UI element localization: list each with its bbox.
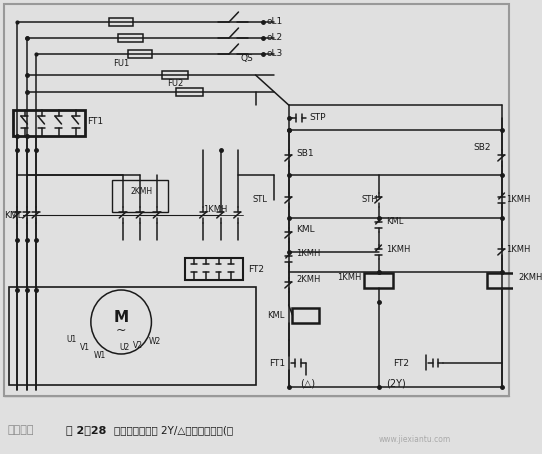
Text: (△): (△) bbox=[300, 378, 315, 388]
Text: 1KMH: 1KMH bbox=[296, 250, 321, 258]
Bar bbox=[4, 4, 509, 396]
Text: 三相电动机双速 2Y/△接法调速电路(三: 三相电动机双速 2Y/△接法调速电路(三 bbox=[114, 425, 233, 435]
Text: 1KMH: 1KMH bbox=[506, 196, 531, 204]
Text: STP: STP bbox=[309, 114, 326, 123]
Text: FT1: FT1 bbox=[87, 118, 103, 127]
Bar bbox=[109, 18, 133, 26]
Text: FT2: FT2 bbox=[393, 359, 409, 367]
Text: FU1: FU1 bbox=[113, 59, 130, 68]
Text: 2KMH: 2KMH bbox=[296, 276, 321, 285]
Text: oL1: oL1 bbox=[267, 18, 283, 26]
Text: KML: KML bbox=[4, 211, 22, 219]
Text: (2Y): (2Y) bbox=[386, 378, 406, 388]
Bar bbox=[118, 34, 143, 42]
Bar bbox=[293, 308, 319, 323]
Text: ~: ~ bbox=[116, 324, 126, 336]
Text: oL3: oL3 bbox=[267, 49, 283, 59]
Text: 1KMH: 1KMH bbox=[203, 206, 228, 214]
Text: KML: KML bbox=[296, 226, 315, 235]
Text: W1: W1 bbox=[94, 350, 106, 360]
Bar bbox=[364, 273, 393, 288]
Bar bbox=[13, 110, 85, 136]
Text: KML: KML bbox=[386, 217, 404, 227]
Text: STH: STH bbox=[362, 196, 378, 204]
Text: FT1: FT1 bbox=[269, 359, 285, 367]
Text: STL: STL bbox=[252, 196, 267, 204]
Bar bbox=[128, 50, 152, 58]
Text: 1KMH: 1KMH bbox=[337, 273, 362, 282]
Bar bbox=[9, 287, 255, 385]
Text: V2: V2 bbox=[133, 341, 143, 350]
Bar bbox=[185, 258, 243, 280]
Text: W2: W2 bbox=[149, 337, 162, 346]
Text: FU2: FU2 bbox=[167, 79, 183, 88]
Text: 2KMH: 2KMH bbox=[519, 273, 542, 282]
Bar bbox=[112, 180, 169, 212]
Text: QS: QS bbox=[241, 54, 253, 63]
Text: 图 2－28: 图 2－28 bbox=[66, 425, 107, 435]
Text: 2KMH: 2KMH bbox=[131, 187, 153, 196]
Text: M: M bbox=[114, 311, 128, 326]
Text: FT2: FT2 bbox=[248, 265, 264, 273]
Text: oL2: oL2 bbox=[267, 34, 283, 43]
Text: SB2: SB2 bbox=[473, 143, 491, 153]
Text: V1: V1 bbox=[80, 344, 90, 352]
Text: www.jiexiantu.com: www.jiexiantu.com bbox=[378, 435, 451, 444]
Bar bbox=[487, 273, 516, 288]
Text: 1KMH: 1KMH bbox=[506, 245, 531, 253]
Bar bbox=[176, 88, 203, 96]
Text: 百度知道: 百度知道 bbox=[8, 425, 34, 435]
Text: 1KMH: 1KMH bbox=[386, 245, 410, 253]
Text: SB1: SB1 bbox=[296, 148, 314, 158]
Bar bbox=[162, 71, 188, 79]
Text: KML: KML bbox=[268, 311, 285, 320]
Text: U2: U2 bbox=[120, 344, 130, 352]
Text: U1: U1 bbox=[67, 336, 77, 345]
